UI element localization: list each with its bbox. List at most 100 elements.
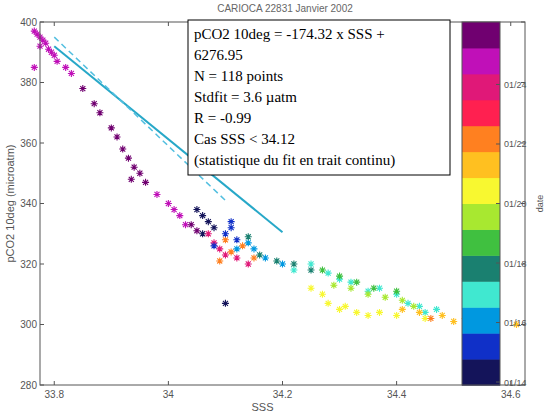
asterisk-point: [216, 257, 223, 264]
y-tick: [40, 203, 44, 204]
asterisk-point: [205, 218, 212, 225]
y-tick-label: 340: [20, 198, 37, 209]
annotation: (statistique du fit en trait continu): [194, 152, 395, 169]
y-tick: [40, 143, 44, 144]
y-tick: [40, 324, 44, 325]
asterisk-point: [62, 64, 69, 71]
asterisk-point: [136, 170, 143, 177]
colorbar-tick: [496, 322, 500, 323]
x-tick: [168, 22, 169, 26]
asterisk-point: [250, 245, 257, 252]
asterisk-point: [114, 133, 121, 140]
asterisk-point: [233, 245, 240, 252]
x-tick: [54, 22, 55, 26]
colorbar-tick: [496, 382, 500, 383]
x-label: SSS: [251, 401, 273, 413]
asterisk-point: [308, 285, 315, 292]
asterisk-point: [68, 70, 75, 77]
colorbar-band: [462, 100, 500, 126]
y-tick-label: 380: [20, 77, 37, 88]
asterisk-point: [308, 261, 315, 268]
asterisk-point: [239, 242, 246, 249]
x-tick-label: 34.4: [387, 389, 407, 400]
asterisk-point: [188, 221, 195, 228]
y-tick-label: 320: [20, 259, 37, 270]
asterisk-point: [245, 261, 252, 268]
plot-bg: [40, 22, 525, 385]
y-label: pCO2 10deg (microatm): [4, 145, 16, 263]
colorbar-tick-label: 01/24: [504, 80, 527, 90]
asterisk-point: [222, 300, 229, 307]
colorbar-band: [462, 307, 500, 333]
colorbar-band: [462, 48, 500, 74]
colorbar-band: [462, 22, 500, 48]
y-tick: [40, 82, 44, 83]
colorbar-tick: [496, 84, 500, 85]
asterisk-point: [279, 261, 286, 268]
colorbar-band: [462, 255, 500, 281]
colorbar-band: [462, 204, 500, 230]
y-tick-label: 400: [20, 17, 37, 28]
asterisk-point: [125, 155, 132, 162]
asterisk-point: [233, 254, 240, 261]
colorbar-band: [462, 229, 500, 255]
x-tick: [54, 381, 55, 385]
annotation-box: [188, 20, 450, 175]
x-tick-label: 33.8: [45, 389, 65, 400]
colorbar-band: [462, 281, 500, 307]
colorbar-tick-label: 01/18: [504, 259, 527, 269]
annotation: N = 118 points: [194, 68, 283, 84]
colorbar-band: [462, 74, 500, 100]
colorbar-tick-label: 01/20: [504, 199, 527, 209]
asterisk-point: [233, 236, 240, 243]
asterisk-point: [308, 267, 315, 274]
title: CARIOCA 22831 Janvier 2002: [217, 3, 353, 14]
asterisk-point: [176, 212, 183, 219]
asterisk-point: [427, 315, 434, 322]
asterisk-point: [410, 303, 417, 310]
colorbar-band: [462, 178, 500, 204]
annotation: pCO2 10deg = -174.32 x SSS +: [194, 26, 385, 42]
asterisk-point: [193, 206, 200, 213]
asterisk-point: [325, 270, 332, 277]
x-tick-label: 34.2: [273, 389, 293, 400]
asterisk-point: [211, 242, 218, 249]
colorbar-tick-label: 01/16: [504, 318, 527, 328]
colorbar-tick-label: 01/22: [504, 139, 527, 149]
asterisk-point: [228, 218, 235, 225]
asterisk-point: [245, 233, 252, 240]
x-tick-label: 34: [163, 389, 175, 400]
asterisk-point: [222, 251, 229, 258]
asterisk-point: [250, 254, 257, 261]
asterisk-point: [222, 236, 229, 243]
asterisk-point: [399, 297, 406, 304]
asterisk-point: [31, 64, 38, 71]
asterisk-point: [342, 303, 349, 310]
asterisk-point: [353, 309, 360, 316]
asterisk-point: [171, 206, 178, 213]
colorbar-frame: [462, 22, 500, 385]
asterisk-point: [42, 40, 49, 47]
colorbar-band: [462, 126, 500, 152]
asterisk-point: [319, 267, 326, 274]
asterisk-point: [205, 230, 212, 237]
colorbar-label: date: [535, 195, 545, 213]
asterisk-point: [416, 309, 423, 316]
colorbar-band: [462, 359, 500, 385]
asterisk-point: [325, 300, 332, 307]
x-tick: [282, 381, 283, 385]
asterisk-point: [142, 179, 149, 186]
x-tick: [168, 381, 169, 385]
asterisk-point: [245, 239, 252, 246]
asterisk-point: [450, 318, 457, 325]
asterisk-point: [228, 224, 235, 231]
chart: CARIOCA 22831 Janvier 2002 33.8 34 34.2 34.4…: [0, 0, 550, 414]
asterisk-point: [393, 288, 400, 295]
asterisk-point: [165, 200, 172, 207]
asterisk-point: [376, 309, 383, 316]
asterisk-point: [370, 285, 377, 292]
asterisk-point: [216, 245, 223, 252]
asterisk-point: [336, 273, 343, 280]
asterisk-point: [79, 85, 86, 92]
annotation: Stdfit = 3.6 µatm: [194, 89, 297, 105]
